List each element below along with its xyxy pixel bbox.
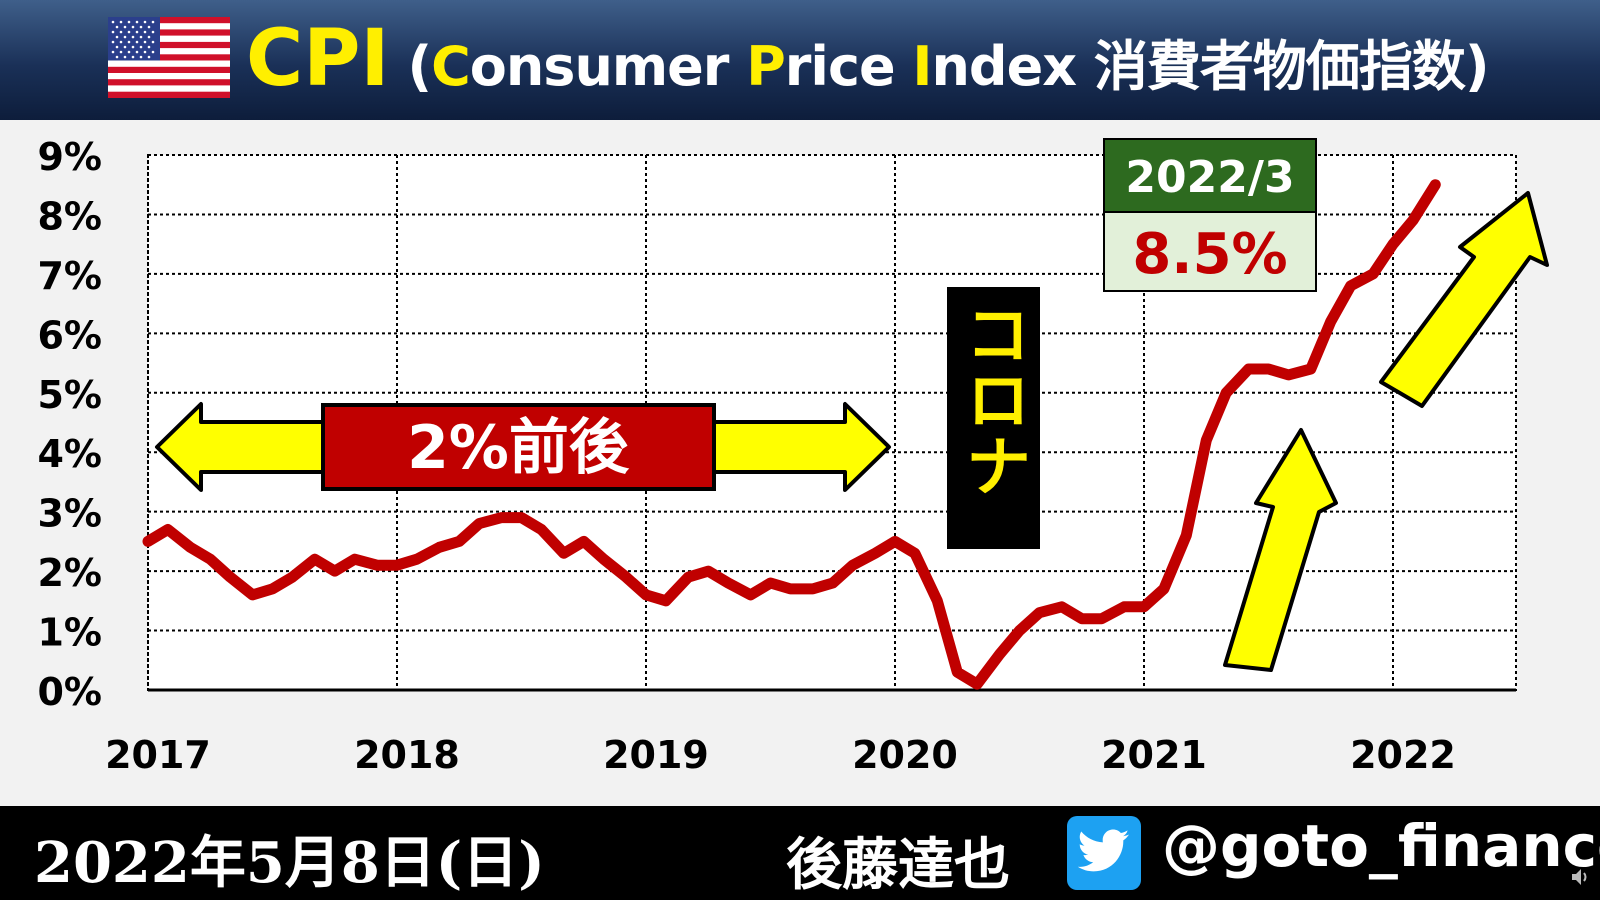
callout-value: 8.5% — [1132, 222, 1287, 287]
us-flag-icon — [108, 17, 230, 98]
covid-label-box — [947, 287, 1040, 549]
title-part: onsumer — [469, 35, 747, 98]
twitter-handle[interactable]: @goto_finance — [1162, 812, 1600, 880]
title-subtitle: (Consumer Price Index 消費者物価指数) — [407, 22, 1489, 101]
x-tick-label: 2020 — [852, 733, 958, 777]
callout-body — [1103, 211, 1317, 292]
footer-bar: 2022年5月8日(日) 後藤達也 @goto_finance — [0, 806, 1600, 900]
broadcast-date: 2022年5月8日(日) — [34, 830, 545, 896]
chart-area: 9% 8% 7% 6% 5% 4% 3% 2% 1% 0% 2017 2018 2019 2020 202… — [0, 120, 1600, 806]
band-label-box — [321, 403, 716, 491]
author-name: 後藤達也 — [786, 832, 1010, 898]
cpi-line-chart: 9% 8% 7% 6% 5% 4% 3% 2% 1% 0% 2017 2018 2019 2020 202… — [37, 135, 1549, 777]
title-part: P — [746, 35, 786, 98]
series-line — [142, 179, 1441, 690]
title-part: I — [912, 35, 932, 98]
up-arrow-upper — [1379, 191, 1549, 408]
page-title: CPI (Consumer Price Index 消費者物価指数) — [246, 14, 1490, 104]
y-tick-label: 0% — [37, 670, 102, 714]
y-tick-label: 2% — [37, 551, 102, 595]
x-tick-label: 2022 — [1350, 733, 1456, 777]
twitter-bird-icon[interactable] — [1067, 816, 1141, 890]
callout-date: 2022/3 — [1125, 152, 1294, 203]
y-tick-label: 6% — [37, 313, 102, 357]
y-tick-label: 4% — [37, 432, 102, 476]
speaker-icon[interactable] — [1570, 866, 1592, 888]
covid-label: コロナ — [955, 300, 1032, 498]
x-tick-label: 2021 — [1101, 733, 1207, 777]
title-part: rice — [784, 35, 913, 98]
x-tick-label: 2017 — [105, 733, 211, 777]
y-tick-label: 9% — [37, 135, 102, 179]
y-tick-label: 1% — [37, 611, 102, 655]
title-part: C — [431, 35, 471, 98]
y-tick-label: 5% — [37, 373, 102, 417]
title-part: ( — [407, 35, 432, 98]
up-arrow-lower — [1223, 428, 1338, 672]
y-tick-label: 8% — [37, 194, 102, 238]
x-tick-label: 2019 — [603, 733, 709, 777]
callout-header — [1103, 138, 1317, 213]
title-part: ndex 消費者物価指数) — [931, 35, 1489, 98]
header-bar: CPI (Consumer Price Index 消費者物価指数) — [0, 0, 1600, 120]
x-tick-label: 2018 — [354, 733, 460, 777]
y-tick-label: 7% — [37, 254, 102, 298]
y-tick-label: 3% — [37, 492, 102, 536]
band-label: 2%前後 — [407, 413, 630, 483]
title-main: CPI — [246, 14, 390, 104]
